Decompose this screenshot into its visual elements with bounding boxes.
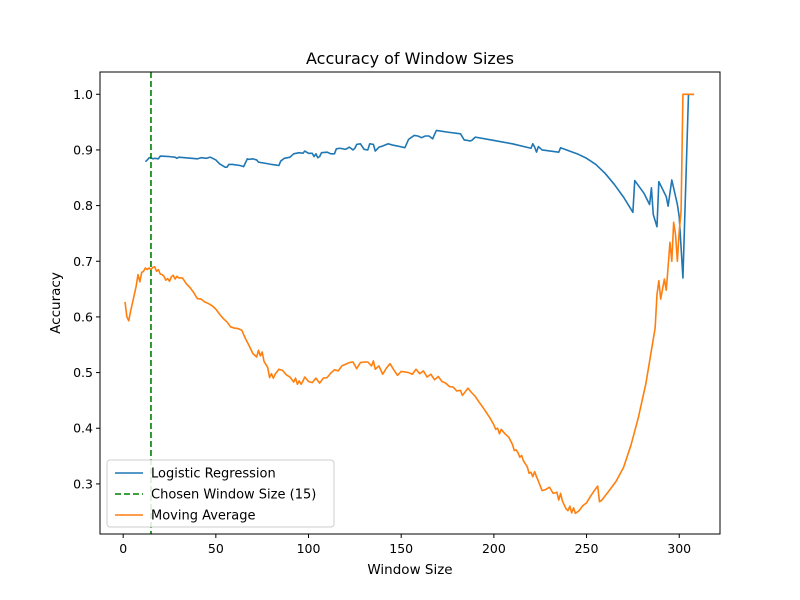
x-tick-label: 0 xyxy=(119,541,127,556)
y-tick-label: 0.7 xyxy=(73,254,93,269)
y-tick-label: 1.0 xyxy=(73,87,93,102)
legend-box xyxy=(106,459,335,528)
y-tick-label: 0.5 xyxy=(73,365,93,380)
y-tick-label: 0.3 xyxy=(73,476,93,491)
y-tick-label: 0.9 xyxy=(73,142,93,157)
axes-frame xyxy=(99,71,721,535)
x-tick-label: 100 xyxy=(297,541,321,556)
y-tick-label: 0.4 xyxy=(73,421,93,436)
x-tick-label: 150 xyxy=(389,541,413,556)
y-axis-label: Accuracy xyxy=(48,272,64,334)
y-tick-label: 0.6 xyxy=(73,309,93,324)
chart-title: Accuracy of Window Sizes xyxy=(306,49,514,68)
legend-entry-chosen-window-size: Chosen Window Size (15) xyxy=(115,488,316,503)
y-tick-label: 0.8 xyxy=(73,198,93,213)
series-line-moving-average xyxy=(124,93,695,515)
plot-area xyxy=(124,72,695,534)
x-tick-label: 50 xyxy=(208,541,224,556)
legend-label: Chosen Window Size (15) xyxy=(151,488,316,503)
axes: 0 50 100 150 200 250 300 0.3 0.4 0.5 0.6 0.7 0.8 0.9 1… xyxy=(73,71,721,556)
x-tick-label: 300 xyxy=(667,541,691,556)
legend-entry-moving-average: Moving Average xyxy=(115,509,255,524)
legend-label: Logistic Regression xyxy=(151,467,276,482)
x-axis-label: Window Size xyxy=(367,562,452,578)
x-tick-label: 250 xyxy=(575,541,599,556)
legend-entry-logistic-regression: Logistic Regression xyxy=(115,467,276,482)
series-line-logistic-regression xyxy=(144,93,695,279)
legend: Logistic Regression Chosen Window Size (1… xyxy=(106,459,335,528)
legend-label: Moving Average xyxy=(151,509,255,524)
x-tick-label: 200 xyxy=(482,541,506,556)
